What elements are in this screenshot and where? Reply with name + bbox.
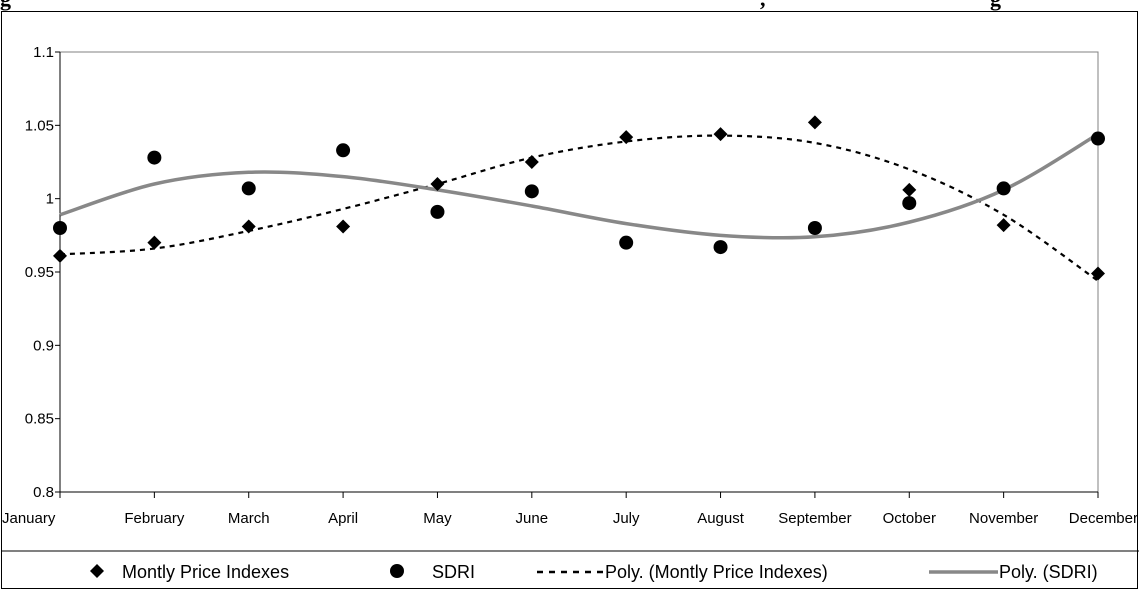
sdri-point xyxy=(619,235,634,250)
sdri-point xyxy=(713,240,728,255)
price-index-point xyxy=(53,248,67,263)
x-tick-label: December xyxy=(1069,510,1138,527)
data-points xyxy=(53,115,1105,281)
trendlines xyxy=(59,132,1099,282)
price-index-point xyxy=(241,219,256,234)
x-tick-label: January xyxy=(2,510,56,527)
sdri-point xyxy=(807,221,822,235)
x-tick-label: June xyxy=(516,510,549,527)
trendline-sdri xyxy=(59,132,1099,240)
x-tick-label: August xyxy=(697,510,745,527)
legend-diamond-icon xyxy=(90,564,104,578)
price-index-point xyxy=(619,130,634,145)
legend-label-poly-price: Poly. (Montly Price Indexes) xyxy=(605,562,828,582)
y-tick-label: 0.85 xyxy=(25,411,54,428)
axes: 0.8 0.85 0.9 0.95 1 1.05 1.1 January February Mar… xyxy=(2,44,1138,527)
price-index-point xyxy=(996,218,1011,233)
sdri-point xyxy=(241,181,256,196)
x-tick-label: March xyxy=(228,510,270,527)
chart-frame xyxy=(1,11,1138,589)
x-tick-label: April xyxy=(328,510,358,527)
legend-label-poly-sdri: Poly. (SDRI) xyxy=(999,562,1098,582)
y-tick-label: 0.8 xyxy=(33,484,54,501)
sdri-point xyxy=(53,221,67,235)
x-tick-label: February xyxy=(124,510,185,527)
trendline-price-indexes xyxy=(59,134,1099,282)
plot-area xyxy=(59,51,1099,493)
price-index-point xyxy=(524,155,539,169)
sdri-point xyxy=(336,143,351,158)
legend-label-price-indexes: Montly Price Indexes xyxy=(122,562,289,582)
y-tick-label: 1.05 xyxy=(25,117,54,134)
legend-label-sdri: SDRI xyxy=(432,562,475,582)
legend: Montly Price Indexes SDRI Poly. (Montly Pr… xyxy=(1,550,1139,582)
y-tick-label: 1.1 xyxy=(33,44,54,61)
price-index-point xyxy=(713,127,728,142)
sdri-point xyxy=(996,181,1011,196)
price-index-point xyxy=(147,235,162,250)
x-tick-label: November xyxy=(969,510,1038,527)
x-tick-label: July xyxy=(613,510,640,527)
price-index-point xyxy=(902,182,917,197)
y-tick-label: 1 xyxy=(46,191,54,208)
y-tick-label: 0.95 xyxy=(25,264,54,281)
x-tick-label: May xyxy=(423,510,452,527)
sdri-point xyxy=(147,150,162,165)
x-tick-label: October xyxy=(883,510,936,527)
sdri-point xyxy=(1091,131,1105,146)
sdri-point xyxy=(524,184,539,199)
chart-title-fragment: g , g xyxy=(0,0,1140,14)
x-tick-label: September xyxy=(778,510,851,527)
sdri-point xyxy=(430,204,445,219)
y-tick-label: 0.9 xyxy=(33,337,54,354)
price-index-point xyxy=(336,219,351,234)
legend-circle-icon xyxy=(390,564,404,578)
price-index-point xyxy=(1091,266,1105,281)
price-index-point xyxy=(430,177,445,191)
sdri-point xyxy=(902,196,917,211)
price-index-point xyxy=(807,115,822,130)
